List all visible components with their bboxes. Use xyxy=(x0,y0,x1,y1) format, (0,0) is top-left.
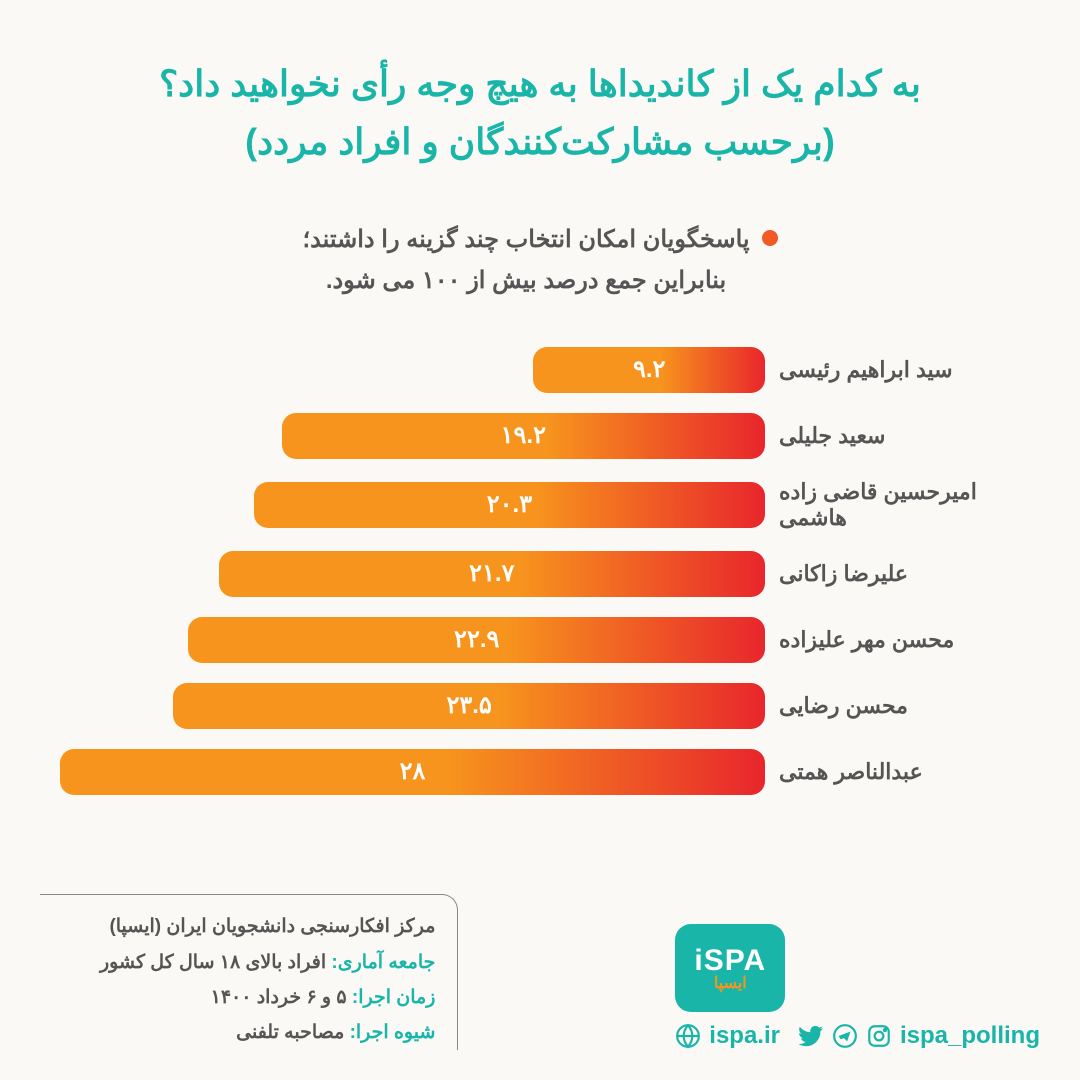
bar-track: ۲۲.۹ xyxy=(60,617,765,663)
bar-track: ۲۰.۳ xyxy=(60,482,765,528)
telegram-icon xyxy=(832,1023,858,1049)
bar: ۱۹.۲ xyxy=(282,413,765,459)
bar-value: ۱۹.۲ xyxy=(501,421,546,450)
bar: ۲۰.۳ xyxy=(254,482,765,528)
chart-row: امیرحسین قاضی زاده هاشمی ۲۰.۳ xyxy=(60,479,1020,531)
note-line-1: پاسخگویان امکان انتخاب چند گزینه را داشت… xyxy=(302,220,749,261)
chart-row: محسن رضایی ۲۳.۵ xyxy=(60,683,1020,729)
chart-row: علیرضا زاکانی ۲۱.۷ xyxy=(60,551,1020,597)
bar: ۲۲.۹ xyxy=(188,617,765,663)
meta-date: زمان اجرا: ۵ و ۶ خرداد ۱۴۰۰ xyxy=(100,980,435,1015)
ispa-logo: iSPA ایسپا xyxy=(675,924,785,1012)
bar-value: ۹.۲ xyxy=(633,355,665,384)
bar-value: ۲۲.۹ xyxy=(454,625,499,654)
meta-population: جامعه آماری: افراد بالای ۱۸ سال کل کشور xyxy=(100,945,435,980)
handle-text: ispa_polling xyxy=(900,1022,1040,1050)
footer: مرکز افکارسنجی دانشجویان ایران (ایسپا) ج… xyxy=(0,910,1080,1080)
bar-track: ۱۹.۲ xyxy=(60,413,765,459)
globe-icon xyxy=(675,1023,701,1049)
chart-row: سید ابراهیم رئیسی ۹.۲ xyxy=(60,347,1020,393)
bar: ۲۱.۷ xyxy=(219,551,765,597)
twitter-icon xyxy=(798,1023,824,1049)
bar-label: سید ابراهیم رئیسی xyxy=(765,357,1020,383)
bar-label: محسن مهر علیزاده xyxy=(765,627,1020,653)
bar: ۹.۲ xyxy=(533,347,765,393)
bar-track: ۲۸ xyxy=(60,749,765,795)
bar-track: ۹.۲ xyxy=(60,347,765,393)
org-name: مرکز افکارسنجی دانشجویان ایران (ایسپا) xyxy=(100,909,435,944)
source-box: مرکز افکارسنجی دانشجویان ایران (ایسپا) ج… xyxy=(40,894,458,1050)
chart-row: سعید جلیلی ۱۹.۲ xyxy=(60,413,1020,459)
bar-label: علیرضا زاکانی xyxy=(765,561,1020,587)
bar-chart: سید ابراهیم رئیسی ۹.۲ سعید جلیلی ۱۹.۲ امیرحس… xyxy=(60,347,1020,795)
bar: ۲۳.۵ xyxy=(173,683,765,729)
logo-sub: ایسپا xyxy=(714,973,747,993)
website-text: ispa.ir xyxy=(709,1022,780,1050)
bar-value: ۲۱.۷ xyxy=(469,559,514,588)
note-bullet-icon xyxy=(762,230,778,246)
chart-row: محسن مهر علیزاده ۲۲.۹ xyxy=(60,617,1020,663)
note-text: پاسخگویان امکان انتخاب چند گزینه را داشت… xyxy=(302,220,749,302)
bar-track: ۲۳.۵ xyxy=(60,683,765,729)
bar-value: ۲۰.۳ xyxy=(487,490,532,519)
bar-label: عبدالناصر همتی xyxy=(765,759,1020,785)
note-line-2: بنابراین جمع درصد بیش از ۱۰۰ می شود. xyxy=(302,261,749,302)
chart-row: عبدالناصر همتی ۲۸ xyxy=(60,749,1020,795)
title-line-1: به کدام یک از کاندیداها به هیچ وجه رأی ن… xyxy=(60,55,1020,113)
instagram-icon xyxy=(866,1023,892,1049)
bar-track: ۲۱.۷ xyxy=(60,551,765,597)
bar-label: سعید جلیلی xyxy=(765,423,1020,449)
bar-label: محسن رضایی xyxy=(765,693,1020,719)
note-block: پاسخگویان امکان انتخاب چند گزینه را داشت… xyxy=(180,220,900,302)
title-line-2: (برحسب مشارکت‌کنندگان و افراد مردد) xyxy=(60,113,1020,171)
bar-value: ۲۳.۵ xyxy=(446,691,491,720)
title-block: به کدام یک از کاندیداها به هیچ وجه رأی ن… xyxy=(0,0,1080,170)
bar: ۲۸ xyxy=(60,749,765,795)
bar-value: ۲۸ xyxy=(400,757,426,786)
social-handle[interactable]: ispa_polling xyxy=(798,1022,1040,1050)
website-link[interactable]: ispa.ir xyxy=(675,1022,780,1050)
meta-method: شیوه اجرا: مصاحبه تلفنی xyxy=(100,1015,435,1050)
bar-label: امیرحسین قاضی زاده هاشمی xyxy=(765,479,1020,531)
branding-block: iSPA ایسپا ispa.ir ispa_polling xyxy=(675,924,1040,1050)
social-links: ispa.ir ispa_polling xyxy=(675,1022,1040,1050)
